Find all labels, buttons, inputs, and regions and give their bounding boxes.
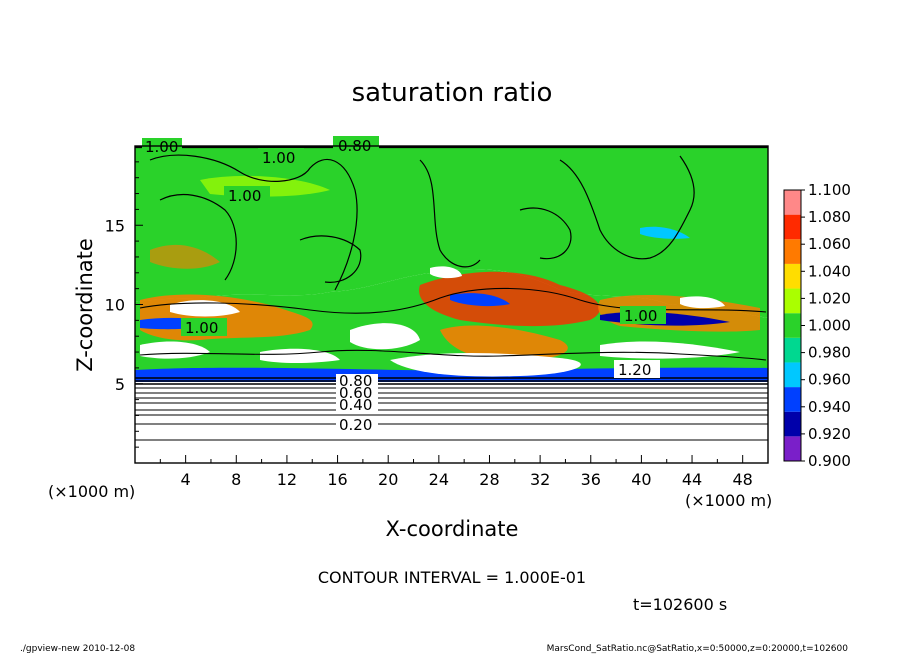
contour-line-6 (519, 207, 572, 260)
chart-title: saturation ratio (352, 78, 553, 108)
colorbar-swatch (784, 263, 801, 289)
colorbar-swatch (784, 411, 801, 437)
contour-near-surface-bundle (135, 377, 768, 385)
colorbar-label: 0.980 (808, 344, 851, 362)
colorbar-label: 0.940 (808, 398, 851, 416)
contour-line-2 (159, 193, 237, 281)
contour-line-5 (299, 235, 362, 283)
x-tick-label: 36 (581, 470, 601, 489)
x-unit-label: (×1000 m) (685, 491, 772, 510)
colorbar-label: 1.080 (808, 208, 851, 226)
contour-0.20 (135, 422, 768, 426)
contour-label: 1.00 (185, 319, 218, 337)
contour-interval-text: CONTOUR INTERVAL = 1.000E-01 (318, 568, 586, 587)
contour-label: 1.20 (618, 361, 651, 379)
patch-supersaturation-2 (419, 271, 600, 327)
contour-labels: 1.00 0.80 1.00 1.00 1.00 1.00 1.20 0.80 … (142, 136, 666, 434)
colorbar-swatch (784, 337, 801, 363)
cloud-core-5 (600, 341, 740, 359)
x-tick-label: 4 (181, 470, 191, 489)
x-tick-label: 40 (631, 470, 651, 489)
contour-line-4 (559, 155, 695, 260)
x-tick-label: 20 (378, 470, 398, 489)
contour-label: 0.40 (339, 396, 372, 414)
y-tick-label: 10 (105, 296, 125, 315)
contour-label: 0.20 (339, 416, 372, 434)
colorbar-swatch (784, 362, 801, 388)
contour-line-8 (139, 349, 767, 361)
x-tick-label: 32 (530, 470, 550, 489)
x-tick-label: 16 (327, 470, 347, 489)
colorbar-label: 0.960 (808, 371, 851, 389)
x-ticks: 4 8 12 16 20 24 28 32 36 40 44 48 (159, 455, 769, 489)
colorbar-label: 1.040 (808, 262, 851, 280)
colorbar-label: 0.900 (808, 452, 851, 470)
cloud-core-8 (680, 296, 725, 309)
colorbar-swatch (784, 190, 801, 215)
colorbar-swatch (784, 387, 801, 412)
colorbar-swatch (784, 313, 801, 338)
contour-line-1 (149, 154, 358, 291)
contour-label: 1.00 (145, 138, 178, 156)
contour-line-3 (419, 159, 481, 268)
contour-0.10 (135, 438, 768, 442)
contour-label: 1.00 (624, 307, 657, 325)
cloud-core-2 (350, 323, 420, 350)
patch-supersaturation-5 (150, 244, 220, 269)
y-unit-label: (×1000 m) (48, 482, 135, 501)
colorbar-label: 0.920 (808, 425, 851, 443)
cloud-core-3 (390, 353, 581, 377)
x-tick-label: 44 (682, 470, 702, 489)
x-axis-title: X-coordinate (386, 517, 519, 541)
footer-right-text: MarsCond_SatRatio.nc@SatRatio,x=0:50000,… (547, 644, 849, 654)
time-stamp-text: t=102600 s (633, 595, 727, 614)
plot-area (135, 146, 768, 463)
colorbar-swatch (784, 239, 801, 264)
colorbar: 0.900 0.920 0.940 0.960 0.980 1.000 1.020 1.040… (783, 181, 851, 470)
colorbar-swatch (784, 214, 801, 240)
x-tick-label: 48 (733, 470, 753, 489)
contour-label: 0.60 (339, 384, 372, 402)
patch-subsaturation-4 (640, 226, 690, 239)
colorbar-label: 1.020 (808, 289, 851, 307)
cloud-core-1 (170, 300, 240, 317)
y-ticks: 5 10 15 (105, 145, 143, 448)
y-tick-label: 5 (115, 375, 125, 394)
cloud-core-7 (430, 266, 462, 279)
footer-left-text: ./gpview-new 2010-12-08 (20, 644, 135, 654)
x-tick-label: 8 (231, 470, 241, 489)
x-tick-label: 28 (479, 470, 499, 489)
x-tick-label: 12 (277, 470, 297, 489)
x-tick-label: 24 (429, 470, 449, 489)
patch-subsaturation-2 (450, 293, 510, 307)
contour-label: 1.00 (228, 187, 261, 205)
contour-label: 1.00 (262, 149, 295, 167)
colorbar-swatch (784, 288, 801, 314)
y-tick-label: 15 (105, 216, 125, 235)
y-axis-title: Z-coordinate (73, 238, 97, 372)
contour-label: 0.80 (339, 372, 372, 390)
colorbar-label: 1.060 (808, 235, 851, 253)
colorbar-swatch (784, 436, 801, 461)
patch-supersaturation-3 (440, 325, 568, 361)
colorbar-label: 1.000 (808, 317, 851, 335)
colorbar-label: 1.100 (808, 181, 851, 199)
